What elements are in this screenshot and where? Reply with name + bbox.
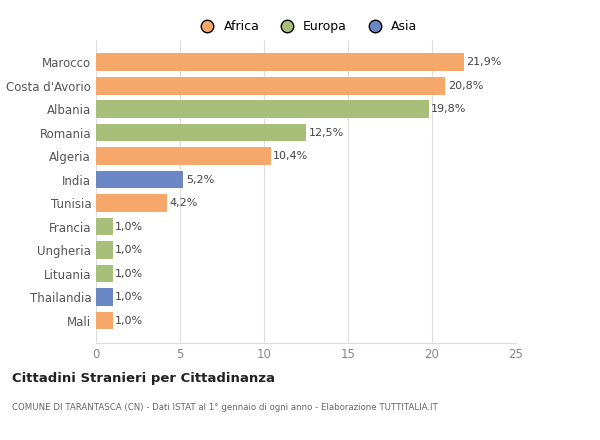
- Text: 1,0%: 1,0%: [115, 268, 143, 279]
- Text: Cittadini Stranieri per Cittadinanza: Cittadini Stranieri per Cittadinanza: [12, 372, 275, 385]
- Text: 1,0%: 1,0%: [115, 245, 143, 255]
- Bar: [96, 312, 113, 330]
- Bar: [96, 288, 113, 306]
- Text: 10,4%: 10,4%: [273, 151, 308, 161]
- Text: 19,8%: 19,8%: [431, 104, 467, 114]
- Text: 4,2%: 4,2%: [169, 198, 197, 208]
- Bar: [96, 77, 445, 95]
- Text: 5,2%: 5,2%: [186, 175, 214, 185]
- Bar: [96, 218, 113, 235]
- Bar: [96, 241, 113, 259]
- Text: 1,0%: 1,0%: [115, 222, 143, 231]
- Text: 12,5%: 12,5%: [308, 128, 344, 138]
- Bar: [96, 147, 271, 165]
- Bar: [96, 124, 306, 142]
- Bar: [96, 100, 428, 118]
- Text: 20,8%: 20,8%: [448, 81, 484, 91]
- Text: 1,0%: 1,0%: [115, 292, 143, 302]
- Bar: [96, 194, 167, 212]
- Text: 21,9%: 21,9%: [466, 57, 502, 67]
- Bar: [96, 53, 464, 71]
- Text: COMUNE DI TARANTASCA (CN) - Dati ISTAT al 1° gennaio di ogni anno - Elaborazione: COMUNE DI TARANTASCA (CN) - Dati ISTAT a…: [12, 403, 438, 411]
- Text: 1,0%: 1,0%: [115, 315, 143, 326]
- Bar: [96, 171, 184, 188]
- Legend: Africa, Europa, Asia: Africa, Europa, Asia: [190, 15, 422, 38]
- Bar: [96, 265, 113, 282]
